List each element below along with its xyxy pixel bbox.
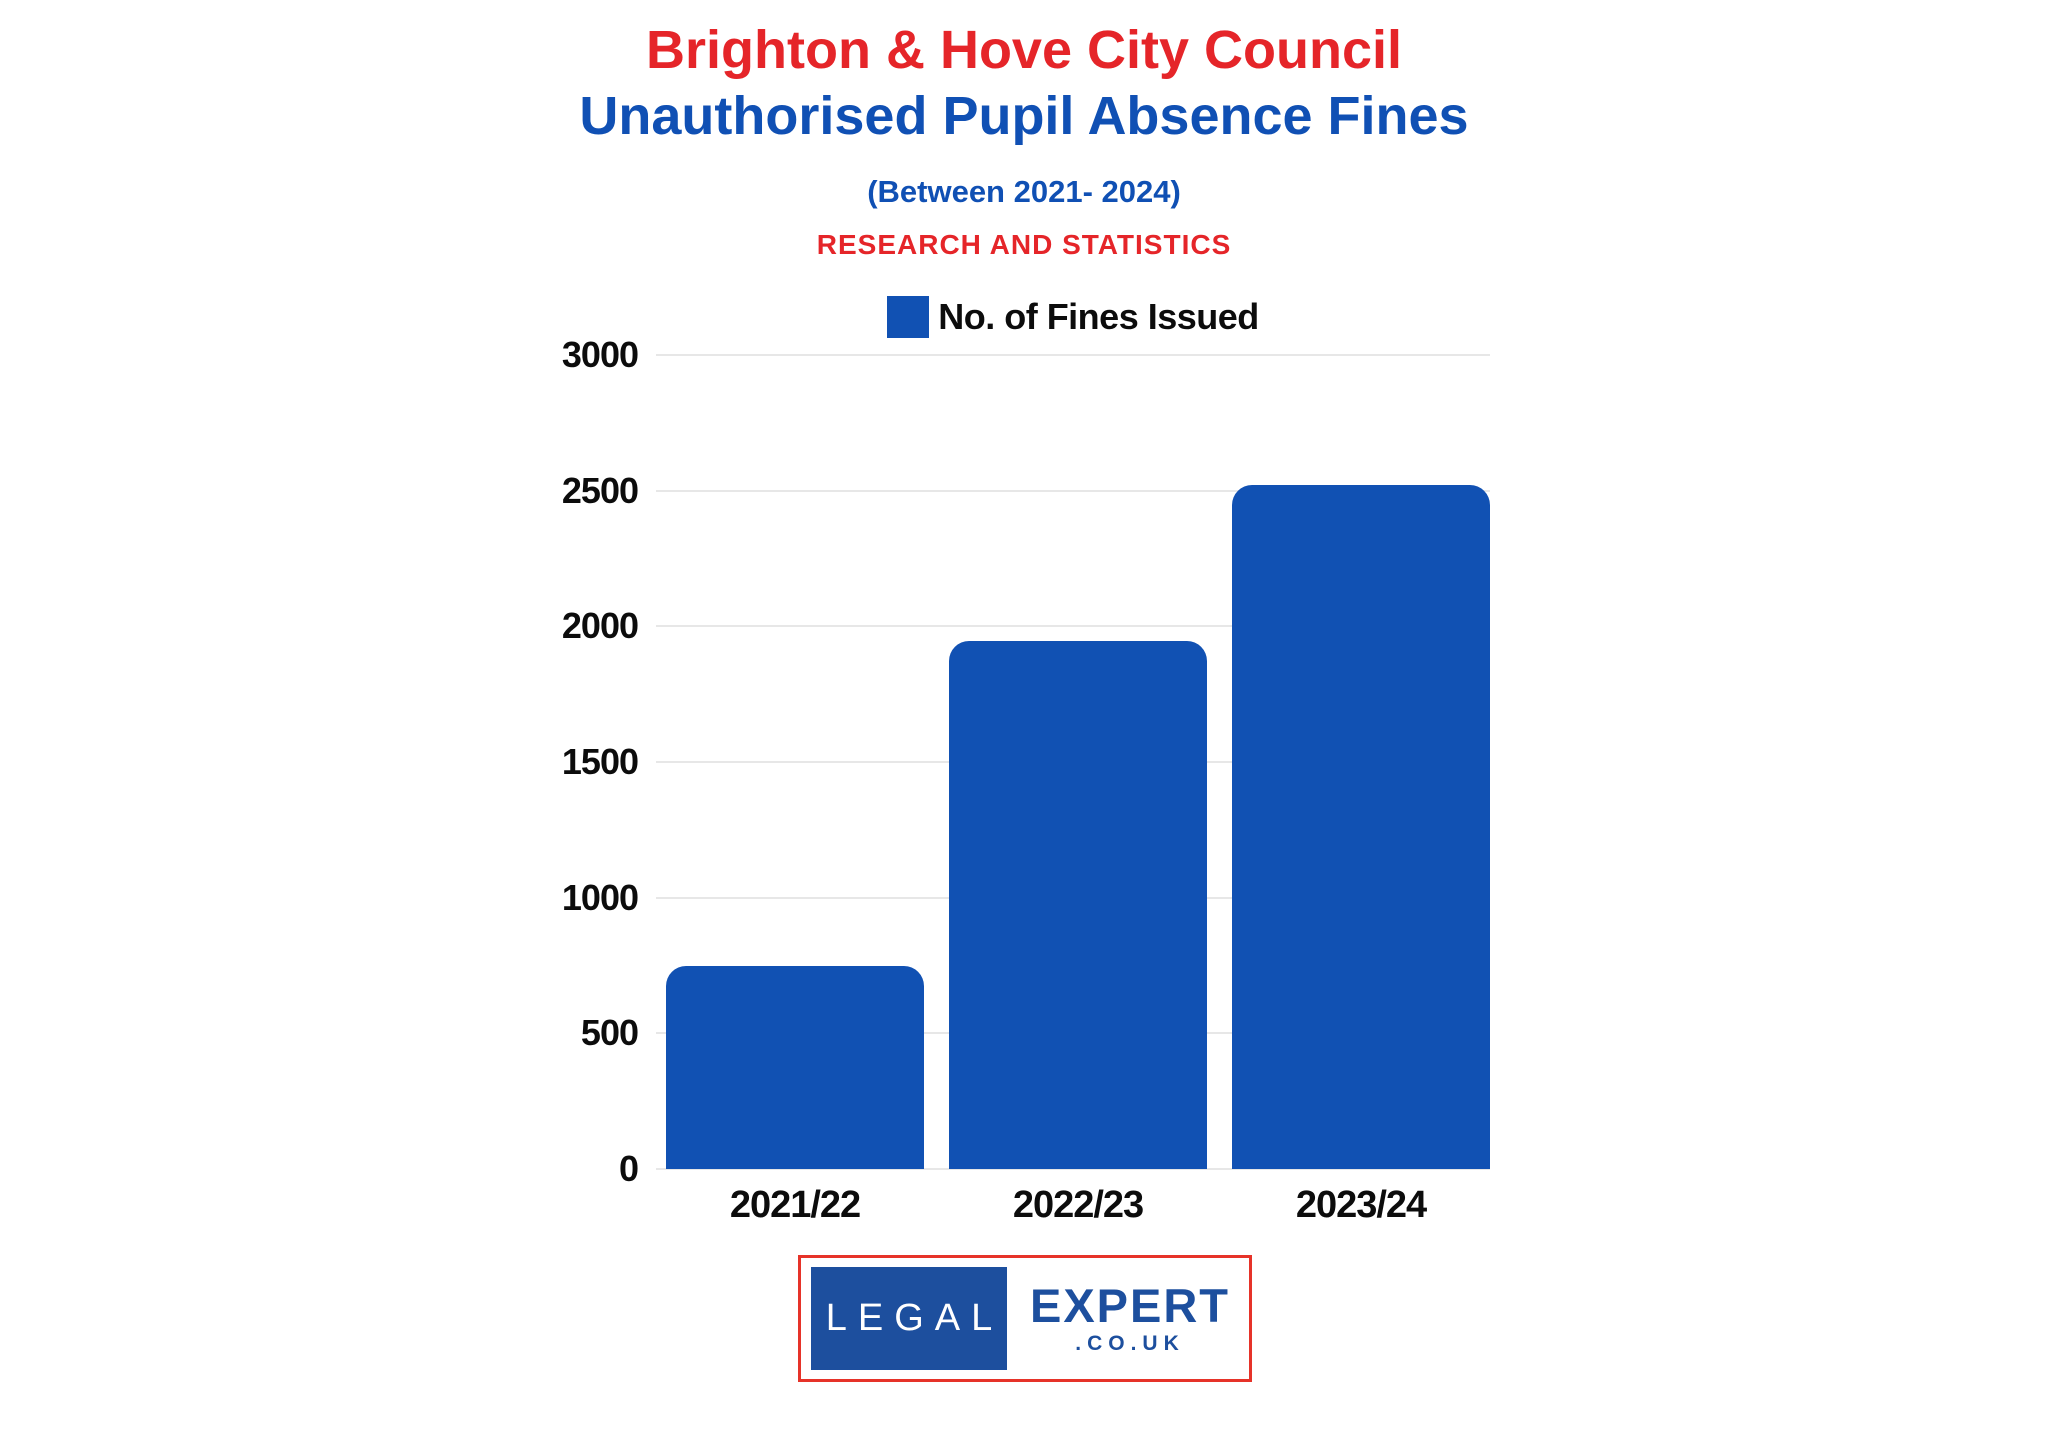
tagline-research-statistics: RESEARCH AND STATISTICS — [816, 229, 1232, 260]
bar-2022-23 — [949, 641, 1207, 1169]
gridline-0 — [656, 1168, 1490, 1170]
y-tick-label-2000: 2000 — [561, 605, 639, 647]
subtitle-date-range: (Between 2021- 2024) — [867, 174, 1181, 209]
y-tick-label-500: 500 — [580, 1012, 639, 1054]
logo-expert-block: EXPERT .CO.UK — [1021, 1278, 1239, 1356]
gridline-2000 — [656, 625, 1490, 628]
logo-legal-text: LEGAL — [825, 1297, 1004, 1339]
chart-plot-area — [656, 354, 1490, 1170]
logo-expert-text: EXPERT — [1029, 1278, 1231, 1332]
x-tick-label-2023-24: 2023/24 — [1295, 1184, 1427, 1226]
x-tick-label-2022-23: 2022/23 — [1012, 1184, 1144, 1226]
bar-2023-24 — [1232, 485, 1490, 1169]
gridline-2500 — [656, 489, 1490, 492]
chart-legend: No. of Fines Issued — [656, 296, 1490, 338]
y-tick-label-1500: 1500 — [561, 741, 639, 782]
y-tick-label-2500: 2500 — [561, 469, 639, 511]
logo-domain-text: .CO.UK — [1075, 1331, 1185, 1355]
page-title-line2: Unauthorised Pupil Absence Fines — [579, 86, 1469, 146]
x-tick-label-2021-22: 2021/22 — [729, 1184, 861, 1226]
legal-expert-logo: LEGAL EXPERT .CO.UK — [798, 1255, 1252, 1382]
logo-legal-box: LEGAL — [811, 1267, 1007, 1370]
gridline-3000 — [656, 354, 1490, 356]
legend-swatch-icon — [887, 296, 930, 338]
y-tick-label-3000: 3000 — [561, 334, 639, 375]
y-tick-label-0: 0 — [618, 1148, 639, 1189]
legend-label: No. of Fines Issued — [938, 296, 1259, 337]
bar-2021-22 — [666, 965, 924, 1169]
y-tick-label-1000: 1000 — [561, 876, 639, 918]
page-title-line1: Brighton & Hove City Council — [646, 20, 1402, 80]
